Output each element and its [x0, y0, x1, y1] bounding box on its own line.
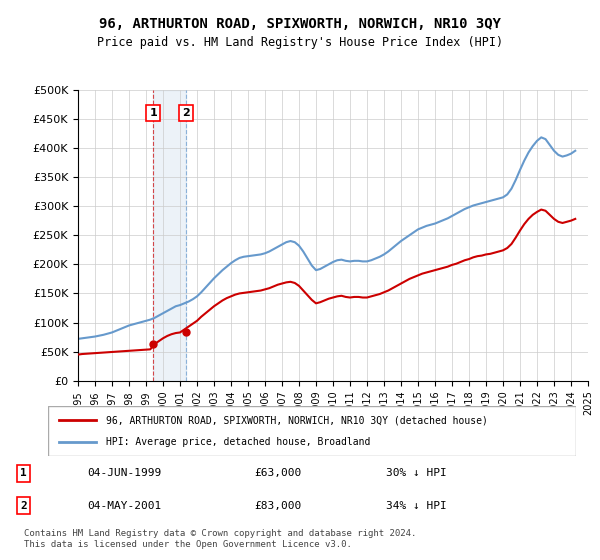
Text: Contains HM Land Registry data © Crown copyright and database right 2024.
This d: Contains HM Land Registry data © Crown c… [24, 529, 416, 549]
Text: 96, ARTHURTON ROAD, SPIXWORTH, NORWICH, NR10 3QY: 96, ARTHURTON ROAD, SPIXWORTH, NORWICH, … [99, 17, 501, 31]
Text: HPI: Average price, detached house, Broadland: HPI: Average price, detached house, Broa… [106, 437, 370, 447]
Text: 2: 2 [182, 108, 190, 118]
Text: 30% ↓ HPI: 30% ↓ HPI [386, 468, 447, 478]
Bar [153, 90, 186, 381]
Text: 04-MAY-2001: 04-MAY-2001 [87, 501, 161, 511]
Text: 2: 2 [20, 501, 27, 511]
Text: Price paid vs. HM Land Registry's House Price Index (HPI): Price paid vs. HM Land Registry's House … [97, 36, 503, 49]
FancyBboxPatch shape [48, 406, 576, 456]
Text: £63,000: £63,000 [254, 468, 301, 478]
Text: 1: 1 [20, 468, 27, 478]
Text: 04-JUN-1999: 04-JUN-1999 [87, 468, 161, 478]
Text: 34% ↓ HPI: 34% ↓ HPI [386, 501, 447, 511]
Text: £83,000: £83,000 [254, 501, 301, 511]
Text: 1: 1 [149, 108, 157, 118]
Text: 96, ARTHURTON ROAD, SPIXWORTH, NORWICH, NR10 3QY (detached house): 96, ARTHURTON ROAD, SPIXWORTH, NORWICH, … [106, 415, 488, 425]
